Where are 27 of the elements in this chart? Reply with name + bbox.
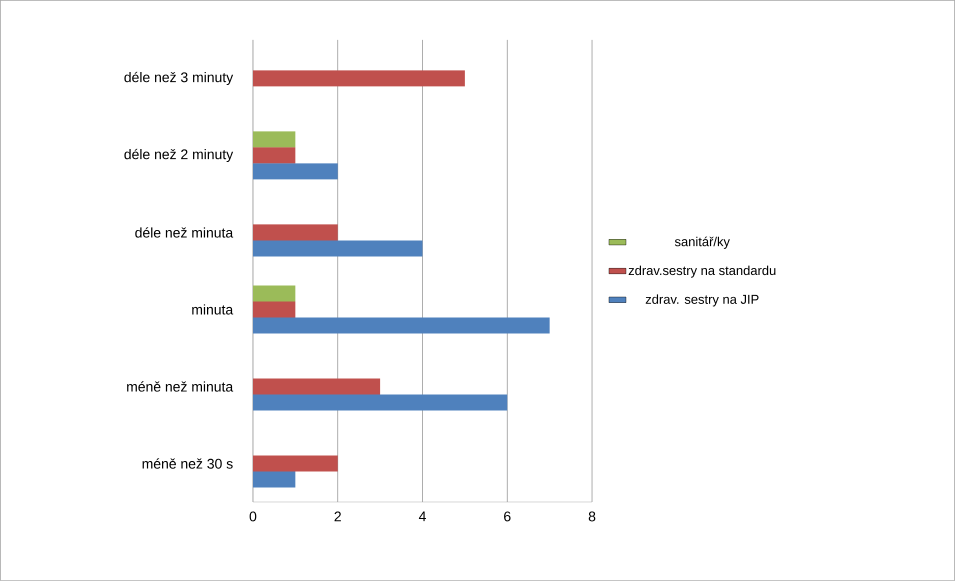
x-tick-label: 2 bbox=[334, 512, 341, 522]
x-tick-label: 8 bbox=[588, 512, 596, 522]
bar bbox=[252, 70, 465, 86]
x-tick-label: 6 bbox=[504, 512, 511, 522]
y-tick-label: déle než 3 minuty bbox=[124, 72, 234, 86]
bar bbox=[252, 378, 380, 395]
bar bbox=[252, 131, 296, 148]
x-tick-label: 0 bbox=[250, 512, 256, 522]
bar bbox=[252, 285, 296, 302]
x-tick-label: 4 bbox=[418, 512, 426, 522]
bar bbox=[252, 147, 296, 164]
bar bbox=[252, 394, 508, 411]
bar bbox=[252, 224, 338, 240]
y-tick-label: méně než 30 s bbox=[142, 458, 233, 469]
bar bbox=[252, 302, 296, 318]
legend-label: zdrav. sestry na JIP bbox=[646, 294, 759, 307]
bar bbox=[252, 472, 296, 488]
y-tick-label: déle než 2 minuty bbox=[124, 148, 234, 162]
legend-label: zdrav.sestry na standardu bbox=[628, 266, 776, 278]
bar bbox=[252, 240, 422, 256]
bar bbox=[252, 456, 338, 472]
bar bbox=[252, 163, 338, 180]
y-tick-label: minuta bbox=[192, 304, 234, 315]
bar bbox=[252, 318, 550, 334]
y-tick-label: méně než minuta bbox=[127, 381, 234, 392]
y-tick-label: déle než minuta bbox=[135, 227, 234, 238]
text: sanitář/ky bbox=[674, 236, 730, 249]
